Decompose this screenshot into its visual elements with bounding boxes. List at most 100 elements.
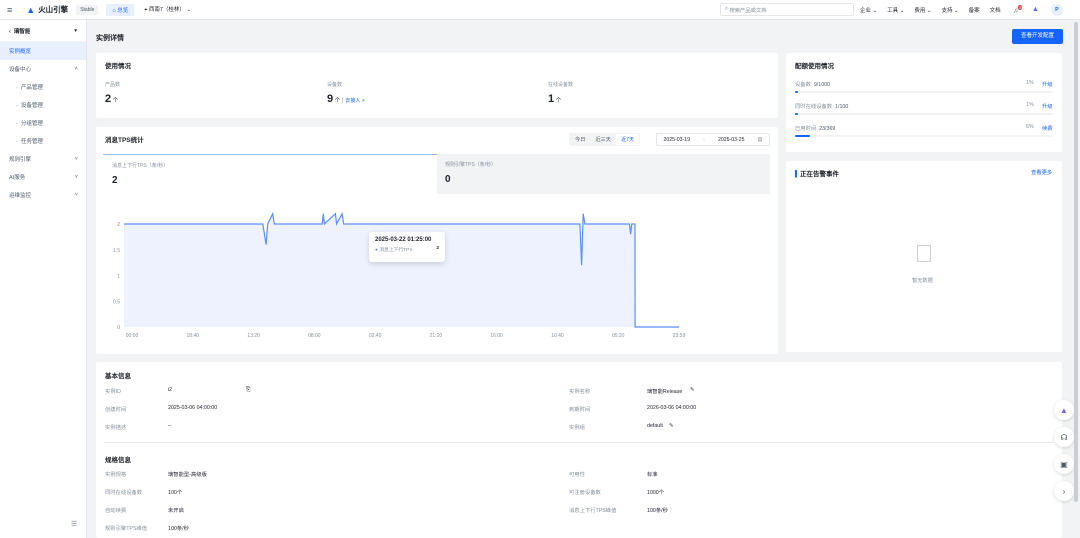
field-value: 2025-03-06 04:00:00: [168, 405, 218, 411]
field-label: 实例规格: [105, 472, 127, 478]
empty-text: 暂无数据: [912, 278, 933, 284]
field-label: 实例组: [569, 425, 585, 431]
x-tick-label: 23:59: [673, 333, 686, 339]
quota-progress: [795, 91, 1053, 93]
copy-icon[interactable]: ⎘: [246, 387, 251, 393]
collapse-sidebar-icon[interactable]: ☰: [71, 521, 78, 528]
field-value: 1000个: [647, 490, 665, 496]
sidebar: ‹ 璃智能 ▾ 实例概览 设备中心 ˄ · 产品管理 · 设备管理 · 分组管理 ·…: [0, 20, 87, 538]
stat-devices: 9 个 | 去接入 >: [327, 93, 365, 105]
series-line: [124, 211, 679, 328]
menu-tools[interactable]: 工具 ⌄: [887, 7, 905, 14]
field-value: default: [647, 423, 663, 429]
instance-switcher[interactable]: ‹ 璃智能 ▾: [0, 20, 86, 42]
divider: [105, 442, 1053, 443]
app-icon[interactable]: ▲: [1032, 6, 1039, 13]
scrollbar[interactable]: [1074, 22, 1078, 502]
quota-action[interactable]: 续费: [1042, 126, 1053, 132]
field-label: 到期时间: [569, 407, 591, 413]
quota-action[interactable]: 升级: [1042, 82, 1053, 88]
y-tick-label: 1: [117, 274, 120, 280]
search-input[interactable]: ⌕ 搜索产品或文档: [720, 3, 854, 16]
basic-info-title: 基本信息: [105, 373, 131, 380]
y-tick-label: 0.5: [113, 299, 120, 305]
bell-icon[interactable]: ♫3: [1013, 4, 1023, 15]
quota-percent: 1%: [1026, 80, 1034, 86]
x-tick-label: 00:00: [126, 333, 139, 339]
field-value: 璃智能型-高级版: [168, 472, 207, 478]
sidebar-item-ai-service[interactable]: AI服务 ˅: [9, 174, 78, 181]
chart-tooltip: 2025-03-22 01:25:00 ● 消息上下行TPS 2: [369, 232, 445, 262]
menu-filing[interactable]: 备案: [968, 7, 980, 14]
sidebar-item-tasks[interactable]: · 任务管理: [16, 139, 43, 145]
x-tick-label: 02:40: [369, 333, 382, 339]
env-badge: Stable: [76, 4, 99, 15]
menu-enterprise[interactable]: 企业 ⌄: [860, 7, 878, 14]
y-tick-label: 2: [117, 222, 120, 228]
x-tick-label: 18:40: [187, 333, 200, 339]
stat-label: 设备数: [327, 82, 343, 88]
x-tick-label: 10:40: [551, 333, 564, 339]
region-select[interactable]: ⌖ 西南7（桂林） ⌄: [144, 7, 192, 13]
sidebar-item-overview[interactable]: 实例概览: [0, 42, 86, 60]
dev-config-button[interactable]: 查看开发配置: [1012, 29, 1063, 44]
docs-button[interactable]: ▣: [1054, 454, 1074, 474]
stat-label: 产品数: [105, 82, 121, 88]
field-value: 2026-03-06 04:00:00: [647, 405, 697, 411]
field-value: i2: [168, 387, 173, 393]
top-menu: 企业 ⌄ 工具 ⌄ 费用 ⌄ 支持 ⌄ 备案 文档: [860, 6, 1001, 14]
field-label: 规则引擎TPS峰值: [105, 526, 148, 532]
quota-card: 配额使用情况 设备数 9/1000 1% 升级 同时在线设备数 1/100 1%…: [786, 53, 1062, 152]
connect-link[interactable]: 去接入 >: [345, 98, 365, 104]
x-tick-label: 21:20: [430, 333, 443, 339]
range-7days[interactable]: 近7天: [615, 134, 640, 145]
edit-group-icon[interactable]: ✎: [669, 423, 674, 429]
avatar[interactable]: P: [1051, 3, 1063, 16]
field-label: 自动续费: [105, 508, 127, 514]
field-label: 实例名称: [569, 389, 591, 395]
tab-rule-engine-tps[interactable]: 规则引擎TPS（条/秒） 0: [437, 154, 770, 194]
y-tick-label: 0: [117, 325, 120, 331]
field-label: 消息上下行TPS峰值: [569, 508, 617, 514]
tps-title: 消息TPS统计: [105, 137, 144, 144]
home-button[interactable]: ⌂ 总览: [106, 3, 135, 16]
menu-docs[interactable]: 文档: [989, 7, 1001, 14]
empty-file-icon: [917, 245, 931, 262]
x-tick-label: 08:00: [308, 333, 321, 339]
stat-products: 2 个: [105, 93, 119, 105]
view-more-link[interactable]: 查看更多: [1031, 170, 1053, 176]
field-value: 未开启: [168, 508, 184, 514]
field-value: 100条/秒: [647, 508, 668, 514]
quota-progress: [795, 135, 1053, 137]
sidebar-item-devices[interactable]: · 设备管理: [16, 103, 43, 109]
range-today[interactable]: 今日: [575, 137, 586, 143]
volcano-icon: ▲: [26, 4, 36, 15]
quota-progress: [795, 113, 1053, 115]
sidebar-item-device-center[interactable]: 设备中心 ˄: [9, 66, 78, 73]
quota-label: 设备数 9/1000: [795, 82, 831, 88]
sidebar-item-rule-engine[interactable]: 规则引擎 ˅: [9, 156, 78, 163]
assistant-button[interactable]: ▲: [1054, 400, 1074, 420]
brand-logo[interactable]: ▲ 火山引擎: [26, 4, 69, 15]
usage-title: 使用情况: [105, 63, 131, 70]
tab-message-tps[interactable]: 消息上下行TPS（条/秒） 2: [103, 154, 437, 194]
menu-support[interactable]: 支持 ⌄: [941, 7, 959, 14]
sidebar-item-products[interactable]: · 产品管理: [16, 85, 43, 91]
tps-chart: 0 0.5 1 1.5 2 00:00 18:40 13:20 08:00 02:40 21:20 1…: [113, 211, 686, 339]
alarm-card: ▍正在告警事件 查看更多 暂无数据: [786, 161, 1062, 352]
support-button[interactable]: ☊: [1054, 427, 1074, 447]
expand-button[interactable]: ›: [1054, 481, 1074, 501]
menu-icon[interactable]: ≡: [7, 4, 13, 15]
alarm-title: ▍正在告警事件: [795, 171, 839, 178]
sidebar-item-monitoring[interactable]: 运维监控 ˅: [9, 192, 78, 199]
calendar-icon: ▤: [757, 136, 763, 143]
date-range-picker[interactable]: 2025-03-19-2025-03-25 ▤: [656, 133, 770, 146]
quota-action[interactable]: 升级: [1042, 104, 1053, 110]
menu-billing[interactable]: 费用 ⌄: [914, 7, 932, 14]
notification-badge: 3: [1018, 4, 1023, 10]
range-3days[interactable]: 近三天: [595, 137, 611, 143]
field-label: 实例描述: [105, 425, 127, 431]
field-label: 创建时间: [105, 407, 127, 413]
edit-name-icon[interactable]: ✎: [690, 387, 695, 393]
sidebar-item-groups[interactable]: · 分组管理: [16, 121, 43, 127]
